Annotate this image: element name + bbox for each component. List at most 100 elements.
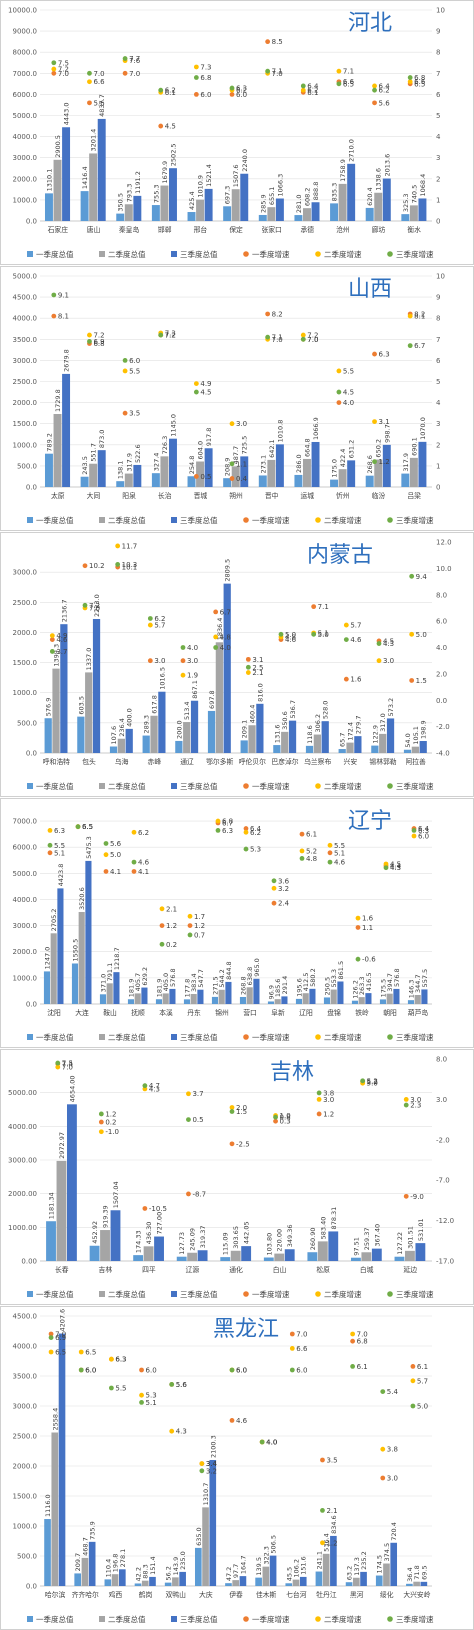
- y2-tick-label: -2.0: [436, 723, 450, 731]
- bar-q1: [44, 1519, 51, 1586]
- bar-q1: [77, 716, 85, 753]
- growth-value-label: 6.2: [154, 615, 165, 623]
- bar-value-label: 105.1: [412, 726, 420, 745]
- growth-point-q3: [147, 616, 153, 621]
- growth-point-q3: [265, 68, 271, 74]
- legend-label: 三季度增速: [396, 1289, 434, 1299]
- bar-q2: [330, 989, 337, 1004]
- growth-value-label: 6.3: [54, 827, 65, 835]
- y2-tick-label: -2.0: [436, 1136, 450, 1144]
- bar-value-label: 551.7: [90, 443, 98, 462]
- growth-point-q2: [336, 68, 342, 74]
- growth-value-label: 5.2: [306, 847, 317, 855]
- legend-swatch-dot: [387, 1034, 393, 1040]
- bar-q1: [176, 1256, 187, 1261]
- bar-q1: [127, 999, 135, 1004]
- category-label: 阿拉善: [405, 757, 426, 766]
- bar-q1: [151, 205, 160, 221]
- bar-value-label: 576.9: [45, 698, 53, 717]
- growth-value-label: 4.7: [149, 1082, 160, 1090]
- growth-point-q2: [193, 64, 199, 70]
- growth-point-q2: [383, 861, 389, 867]
- growth-value-label: 4.6: [350, 636, 362, 644]
- bar-q3: [420, 1581, 428, 1586]
- legend-label: 一季度增速: [252, 1289, 290, 1299]
- bar-value-label: 344.7: [414, 974, 422, 993]
- bar-value-label: 1836.4: [216, 618, 224, 641]
- bar-q1: [80, 191, 89, 221]
- legend-label: 一季度增速: [252, 515, 290, 525]
- growth-point-q3: [350, 1364, 356, 1369]
- growth-value-label: 6.6: [343, 78, 355, 86]
- bar-q3: [149, 1576, 156, 1586]
- y-tick-label: 0.0: [26, 1583, 37, 1591]
- growth-point-q3: [411, 828, 417, 833]
- bar-value-label: 536.4: [323, 1533, 331, 1552]
- bar-value-label: 1338.6: [375, 168, 383, 191]
- bar-value-label: 47.2: [225, 1567, 233, 1581]
- bar-value-label: 650.2: [375, 439, 383, 458]
- bar-q2: [274, 999, 281, 1004]
- growth-value-label: 6.0: [200, 91, 211, 99]
- growth-value-label: 2.1: [326, 1507, 337, 1515]
- bar-q2: [100, 1230, 110, 1261]
- growth-point-q1: [380, 1475, 386, 1481]
- growth-value-label: 7.0: [129, 70, 140, 78]
- bar-value-label: 278.1: [119, 1549, 127, 1568]
- growth-value-label: 7.2: [58, 66, 69, 74]
- category-label: 伊春: [229, 1590, 243, 1599]
- legend-label: 二季度增速: [324, 249, 362, 259]
- bar-q3: [415, 1243, 426, 1261]
- bar-value-label: 583.40: [319, 1217, 327, 1240]
- bar-q3: [97, 118, 106, 221]
- bar-q1: [394, 1256, 405, 1261]
- growth-value-label: 6.5: [55, 1349, 66, 1357]
- growth-value-label: 7.1: [343, 68, 354, 76]
- bar-value-label: 720.4: [390, 1522, 398, 1541]
- bar-q2: [230, 1250, 241, 1261]
- panel-border: [0, 1049, 474, 1305]
- category-label: 鞍山: [103, 1008, 117, 1017]
- growth-value-label: 3.0: [387, 1475, 398, 1483]
- bar-q1: [267, 1001, 275, 1004]
- growth-point-q3: [383, 865, 389, 871]
- bar-value-label: 487.7: [232, 446, 240, 465]
- bar-value-label: 405.7: [134, 973, 142, 992]
- bar-q1: [407, 1000, 415, 1004]
- bar-value-label: 106.2: [293, 1559, 301, 1578]
- bar-q2: [302, 208, 311, 221]
- growth-point-q1: [372, 100, 377, 106]
- bar-q1: [258, 475, 267, 487]
- growth-value-label: 7.0: [89, 604, 100, 612]
- bar-q2: [274, 1253, 285, 1261]
- bar-q1: [294, 215, 303, 221]
- bar-q1: [294, 474, 303, 487]
- bar-value-label: 322.3: [262, 1546, 270, 1565]
- growth-point-q3: [229, 461, 235, 467]
- category-label: 乌海: [115, 757, 129, 766]
- growth-value-label: 4.5: [165, 123, 176, 131]
- legend-label: 三季度总值: [180, 781, 218, 791]
- growth-value-label: 4.3: [390, 864, 401, 872]
- bar-value-label: 1010.9: [197, 175, 205, 198]
- legend-label: 一季度总值: [36, 515, 74, 525]
- growth-point-q2: [411, 833, 417, 839]
- bar-value-label: 268.6: [366, 455, 374, 474]
- growth-value-label: 4.5: [390, 861, 401, 869]
- growth-point-q2: [409, 631, 415, 637]
- bar-q1: [330, 203, 339, 221]
- bar-q1: [194, 1547, 202, 1586]
- y-tick-label: 2500.0: [13, 599, 38, 607]
- growth-value-label: 6.0: [85, 1367, 96, 1375]
- growth-value-label: 6.0: [236, 91, 247, 99]
- bar-value-label: 1521.4: [205, 164, 213, 187]
- growth-value-label: 3.2: [278, 885, 289, 893]
- growth-value-label: 7.1: [318, 603, 329, 611]
- bar-q3: [169, 168, 177, 221]
- category-label: 鸡西: [109, 1590, 123, 1599]
- bar-q2: [124, 204, 133, 221]
- bar-q2: [409, 205, 418, 221]
- growth-point-q2: [199, 1461, 205, 1466]
- bar-value-label: 573.2: [387, 698, 395, 717]
- bar-value-label: 175.5: [379, 979, 387, 998]
